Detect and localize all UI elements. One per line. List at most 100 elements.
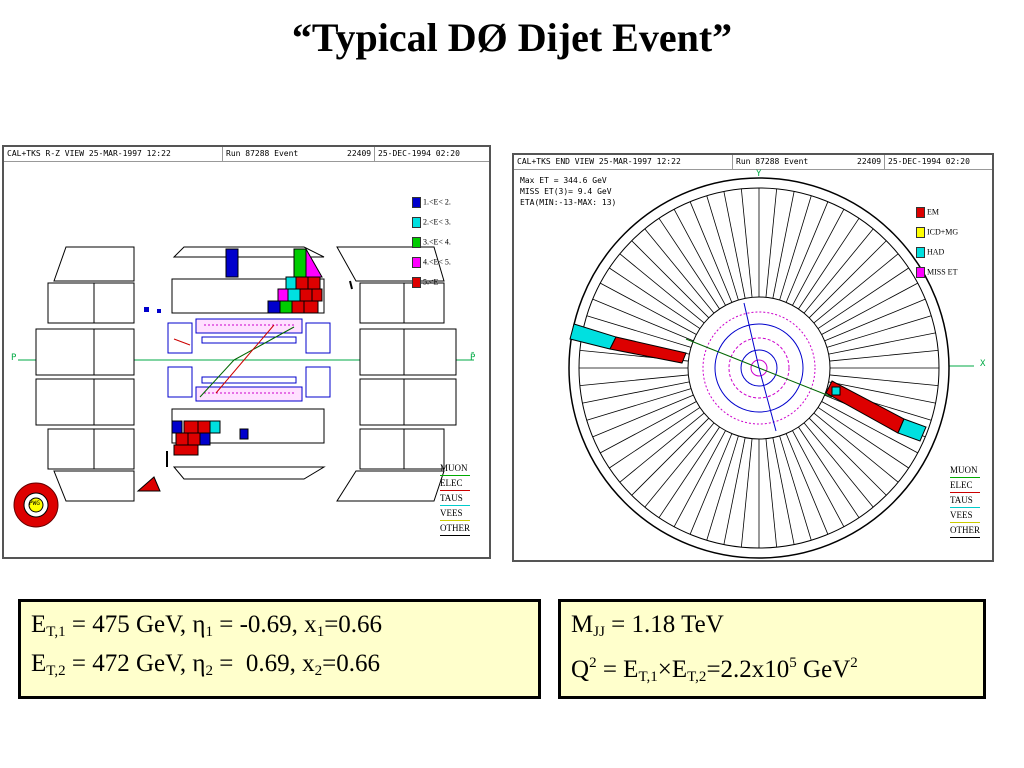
track-legend-other: OTHER bbox=[440, 521, 470, 536]
calorimeter-spoke bbox=[658, 218, 720, 310]
jet2-x-subscript: 2 bbox=[314, 663, 323, 679]
calorimeter-spoke bbox=[828, 381, 936, 404]
q2-exponent: 5 bbox=[789, 655, 797, 671]
q2-unit: GeV bbox=[796, 656, 851, 683]
q-symbol: Q bbox=[571, 656, 590, 683]
dijet-mass-box: MJJ = 1.18 TeV Q2 = ET,1×ET,2=2.2x105 Ge… bbox=[558, 599, 986, 699]
jet1-et-subscript: T,1 bbox=[46, 624, 66, 640]
end-axis-y-label: Y bbox=[756, 169, 762, 179]
jet1-line: ET,1 = 475 GeV, η1 = -0.69, x1=0.66 bbox=[31, 609, 528, 648]
rz-logo-text: PWG bbox=[29, 500, 40, 507]
jet1-x-value: =0.66 bbox=[324, 611, 383, 638]
jet2-e-symbol: E bbox=[31, 650, 47, 677]
legend-swatch-icon bbox=[916, 227, 925, 238]
rz-run-label: Run 87288 Event bbox=[222, 147, 298, 161]
calorimeter-spoke bbox=[740, 438, 753, 548]
calorimeter-spoke bbox=[619, 412, 705, 483]
q2-times-e: ×E bbox=[657, 656, 688, 683]
q2-value: =2.2x10 bbox=[706, 656, 790, 683]
calorimeter-spoke bbox=[706, 435, 739, 541]
calorimeter-spoke bbox=[673, 430, 726, 527]
end-view-header: CAL+TKS END VIEW 25-MAR-1997 12:22 Run 8… bbox=[514, 155, 992, 170]
rz-legend-label-5: 5.<E bbox=[423, 277, 439, 287]
calorimeter-spoke bbox=[826, 315, 932, 348]
jet1-eta-subscript: 1 bbox=[205, 624, 214, 640]
rz-view-title: CAL+TKS R-Z VIEW 25-MAR-1997 12:22 bbox=[7, 149, 171, 158]
calorimeter-spoke bbox=[706, 195, 739, 301]
legend-swatch-icon bbox=[916, 247, 925, 258]
rz-event-date: 25-DEC-1994 02:20 bbox=[374, 147, 460, 161]
end-legend-label-icd: ICD+MG bbox=[927, 227, 959, 237]
max-et-line: Max ET = 344.6 GeV bbox=[520, 176, 607, 185]
rz-legend-label-2: 2.<E< 3. bbox=[423, 217, 451, 227]
jet2-et-subscript: T,2 bbox=[46, 663, 66, 679]
end-view-panel: CAL+TKS END VIEW 25-MAR-1997 12:22 Run 8… bbox=[512, 153, 994, 562]
rz-detector-display bbox=[13, 246, 474, 528]
calorimeter-spoke bbox=[600, 401, 697, 454]
legend-swatch-icon bbox=[916, 267, 925, 278]
end-legend-label-em: EM bbox=[927, 207, 939, 217]
calorimeter-spoke bbox=[609, 267, 701, 329]
calorimeter-spoke bbox=[803, 228, 874, 314]
calorimeter-spoke bbox=[765, 188, 778, 298]
jet1-et-value: = 475 GeV, η bbox=[65, 611, 206, 638]
legend-swatch-icon bbox=[412, 237, 421, 248]
end-legend-item-had: HAD bbox=[916, 247, 944, 258]
calorimeter-spoke bbox=[619, 253, 705, 324]
rz-event-number: 22409 bbox=[347, 149, 372, 158]
calorimeter-spoke bbox=[798, 218, 860, 310]
calorimeter-spoke bbox=[821, 282, 918, 335]
legend-swatch-icon bbox=[412, 257, 421, 268]
calorimeter-spoke bbox=[785, 201, 829, 303]
calorimeter-spoke bbox=[740, 188, 753, 298]
mass-subscript: JJ bbox=[593, 624, 605, 640]
track-legend-elec: ELEC bbox=[440, 476, 470, 491]
end-legend-label-had: HAD bbox=[927, 247, 945, 257]
calorimeter-spoke bbox=[673, 209, 726, 306]
rz-axis-p-label: P bbox=[11, 353, 17, 363]
jet-kinematics-box: ET,1 = 475 GeV, η1 = -0.69, x1=0.66 ET,2… bbox=[18, 599, 541, 699]
end-legend-item-em: EM bbox=[916, 207, 939, 218]
calorimeter-spoke bbox=[828, 332, 936, 355]
slide-title: “Typical DØ Dijet Event” bbox=[291, 15, 733, 60]
calorimeter-spoke bbox=[824, 298, 926, 342]
calorimeter-spoke bbox=[817, 267, 909, 329]
calorimeter-spoke bbox=[792, 430, 845, 527]
calorimeter-spoke bbox=[803, 422, 874, 508]
q2-et2-subscript: T,2 bbox=[687, 669, 707, 685]
jet1-x-subscript: 1 bbox=[316, 624, 325, 640]
jet2-eta-subscript: 2 bbox=[205, 663, 214, 679]
track-legend-muon: MUON bbox=[950, 463, 980, 478]
calorimeter-spoke bbox=[586, 388, 692, 421]
track-legend-taus: TAUS bbox=[440, 491, 470, 506]
jet2-eta-value: = 0.69, x bbox=[213, 650, 315, 677]
eta-range-line: ETA(MIN:-13-MAX: 13) bbox=[520, 198, 617, 207]
calorimeter-spoke bbox=[829, 349, 939, 362]
rz-legend-item-5: 5.<E bbox=[412, 277, 438, 288]
jet1-e-symbol: E bbox=[31, 611, 47, 638]
calorimeter-spoke bbox=[631, 240, 710, 319]
calorimeter-spoke bbox=[723, 191, 746, 299]
legend-swatch-icon bbox=[412, 217, 421, 228]
calorimeter-spoke bbox=[798, 426, 860, 518]
q2-et1-subscript: T,1 bbox=[638, 669, 658, 685]
calorimeter-spoke bbox=[592, 298, 694, 342]
calorimeter-spoke bbox=[689, 201, 733, 303]
q-superscript: 2 bbox=[589, 655, 597, 671]
q2-unit-exponent: 2 bbox=[850, 655, 858, 671]
q2-equals-e: = E bbox=[596, 656, 639, 683]
end-legend-item-icd: ICD+MG bbox=[916, 227, 958, 238]
calorimeter-spoke bbox=[600, 282, 697, 335]
jet2-line: ET,2 = 472 GeV, η2 = 0.69, x2=0.66 bbox=[31, 648, 528, 687]
calorimeter-spoke bbox=[772, 437, 795, 545]
jet2-x-value: =0.66 bbox=[322, 650, 380, 677]
rz-legend-label-3: 3.<E< 4. bbox=[423, 237, 451, 247]
end-track-legend: MUON ELEC TAUS VEES OTHER bbox=[950, 463, 980, 538]
mass-symbol: M bbox=[571, 611, 594, 638]
calorimeter-spoke bbox=[817, 407, 909, 469]
miss-et-line: MISS ET(3)= 9.4 GeV bbox=[520, 187, 612, 196]
track-legend-muon: MUON bbox=[440, 461, 470, 476]
legend-swatch-icon bbox=[916, 207, 925, 218]
end-event-number: 22409 bbox=[857, 157, 882, 166]
calorimeter-spoke bbox=[808, 417, 887, 496]
